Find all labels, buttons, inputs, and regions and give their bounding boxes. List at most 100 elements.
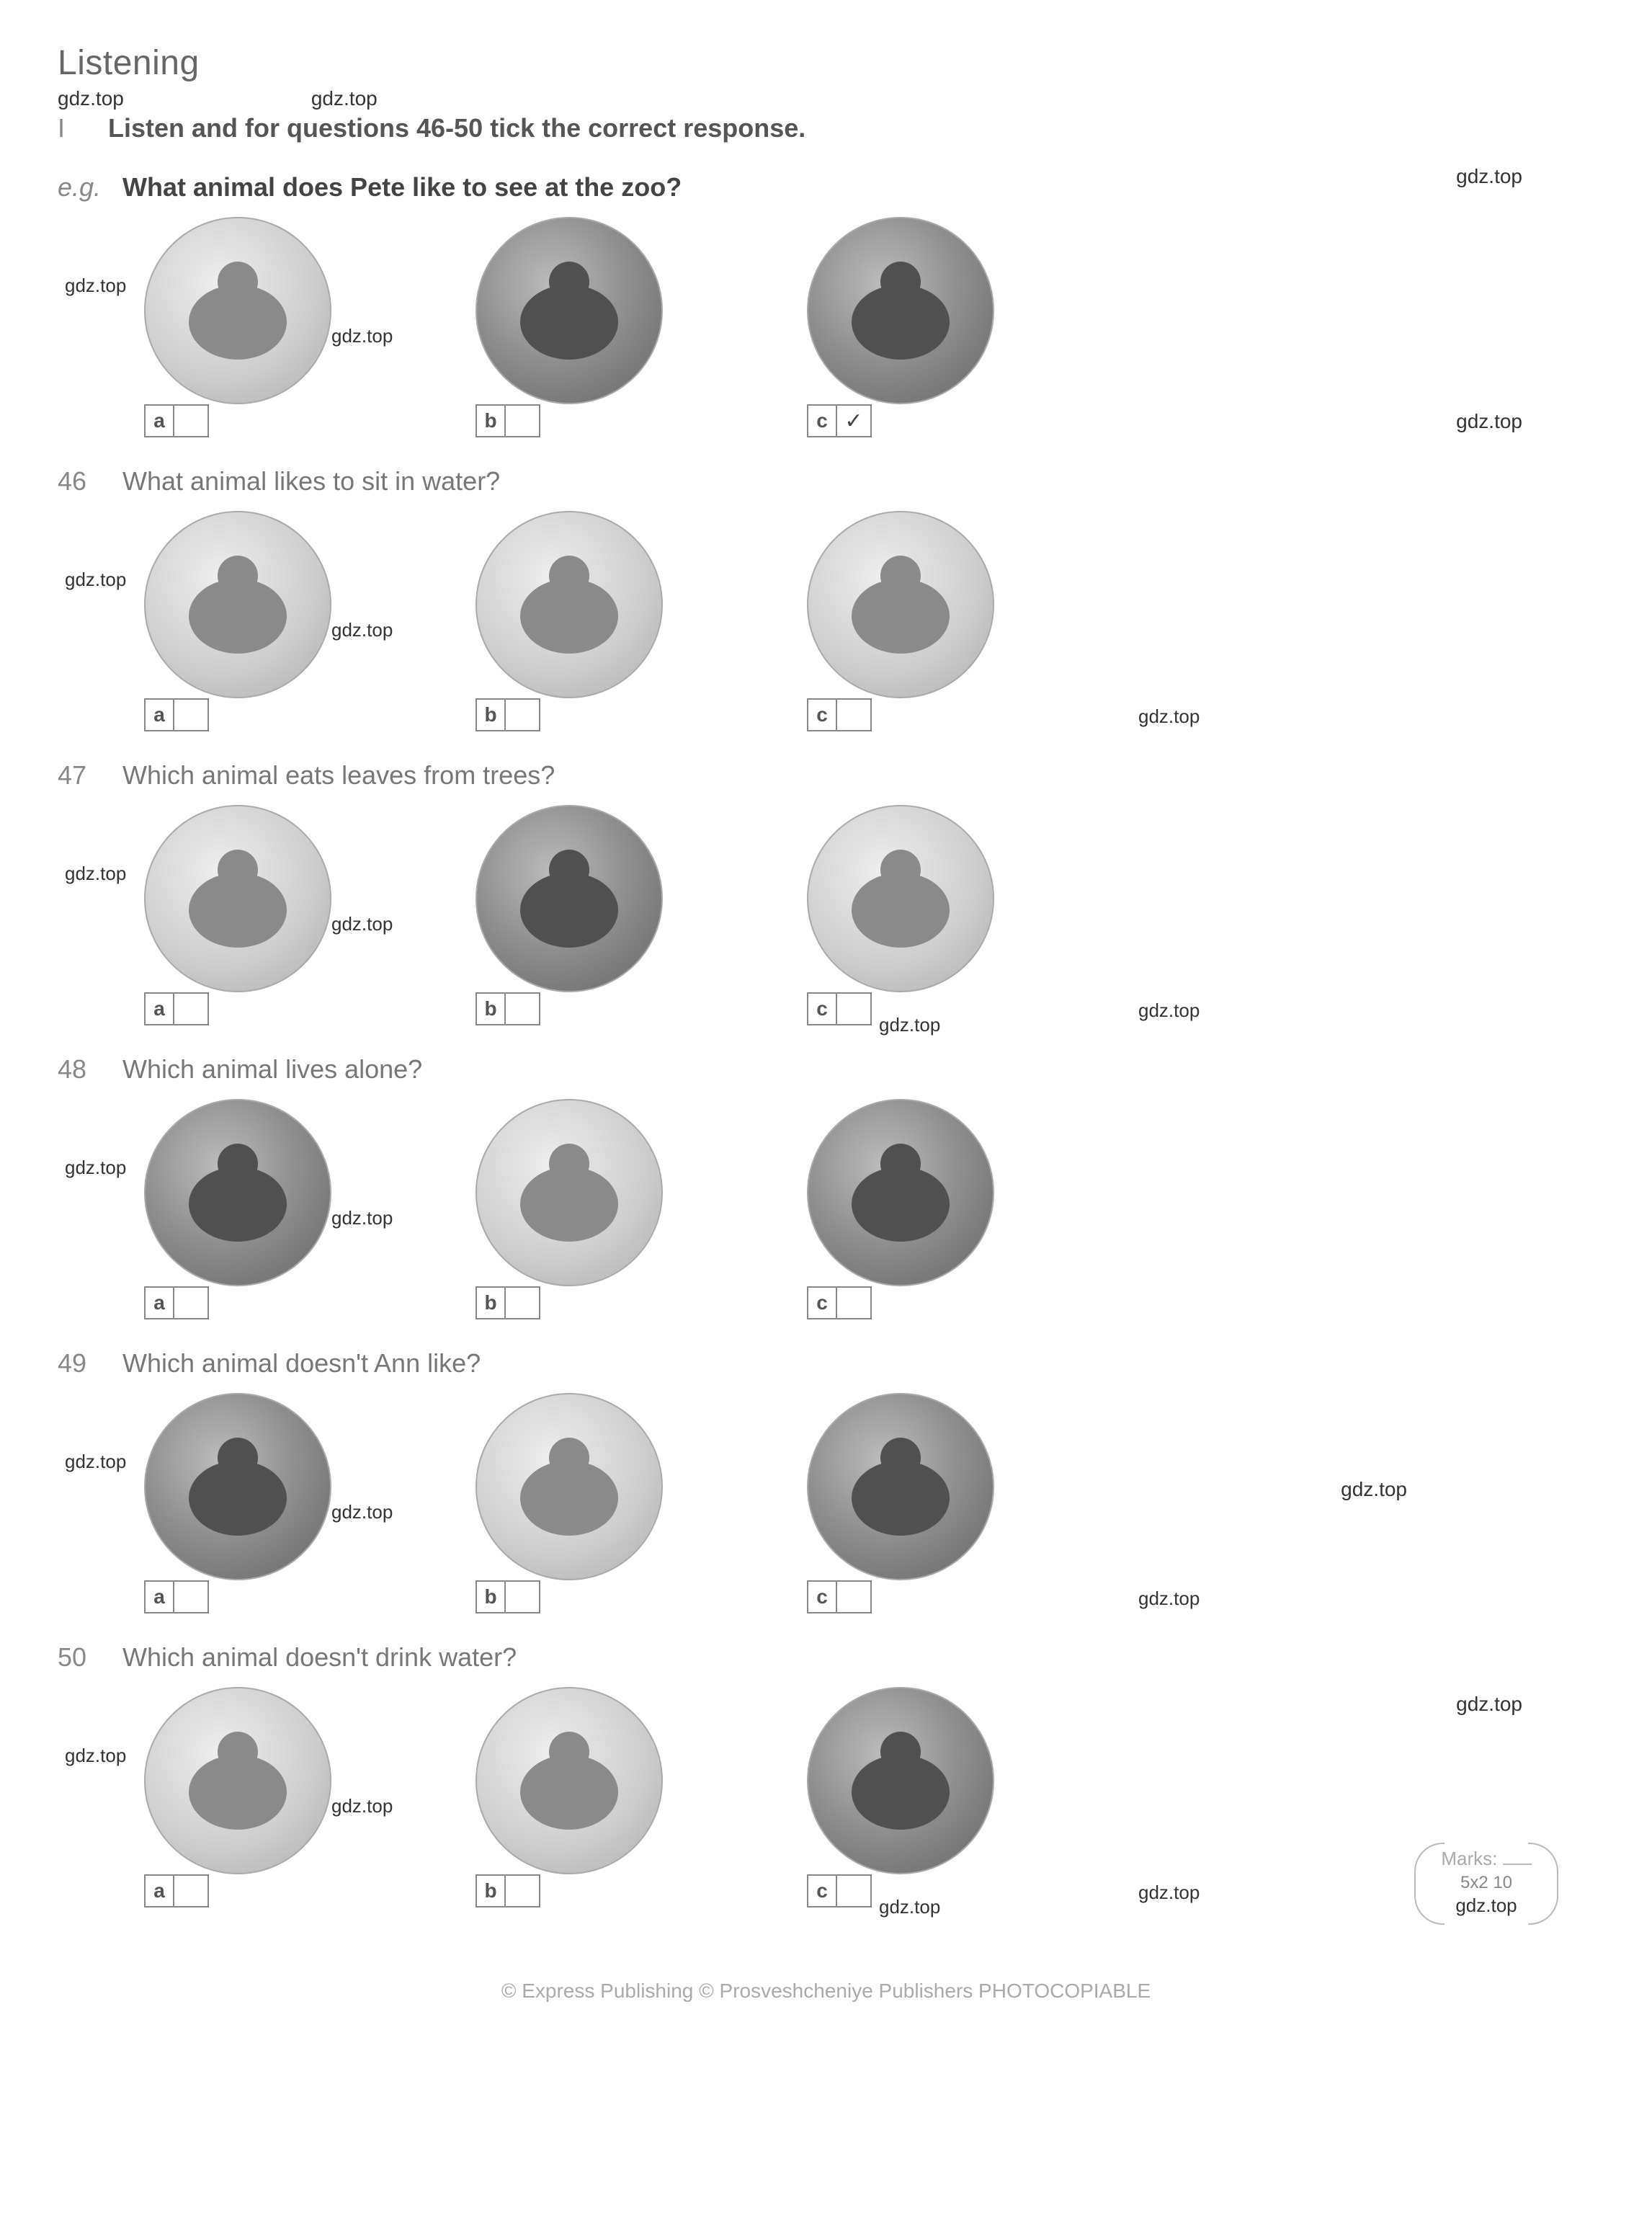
tick-box[interactable] xyxy=(837,1286,872,1319)
instruction-number: I xyxy=(58,113,86,143)
watermark: gdz.top xyxy=(331,1207,393,1229)
footer-copyright: © Express Publishing © Prosveshcheniye P… xyxy=(58,1980,1594,2003)
tick-box[interactable] xyxy=(506,992,540,1025)
option-letter: a xyxy=(144,1580,174,1613)
option-letter: c xyxy=(807,1580,837,1613)
animal-image-rhino xyxy=(144,805,331,992)
animal-image-tiger xyxy=(807,1393,994,1580)
tick-box[interactable] xyxy=(506,404,540,437)
option-letter: a xyxy=(144,992,174,1025)
option: c xyxy=(807,1687,994,1907)
tick-box[interactable] xyxy=(174,992,209,1025)
question-text: What animal does Pete like to see at the… xyxy=(122,172,682,202)
watermark: gdz.top xyxy=(65,1745,126,1767)
tick-box[interactable] xyxy=(837,992,872,1025)
question-text: What animal likes to sit in water? xyxy=(122,466,500,497)
watermark: gdz.top xyxy=(1138,1882,1200,1904)
animal-image-lion xyxy=(475,217,663,404)
tick-box[interactable] xyxy=(174,1286,209,1319)
tick-box[interactable] xyxy=(174,404,209,437)
watermark: gdz.top xyxy=(1456,1693,1522,1716)
option-letter: c xyxy=(807,404,837,437)
tick-box[interactable] xyxy=(837,698,872,731)
option-letter: b xyxy=(475,404,506,437)
option: c xyxy=(807,511,994,731)
option: a xyxy=(144,1099,331,1319)
question-block: 49 Which animal doesn't Ann like? gdz.top g… xyxy=(58,1348,1594,1613)
option: c xyxy=(807,1099,994,1319)
options-row: gdz.topgdz.topgdz.topgdz.topabc xyxy=(144,1099,1594,1319)
question-number: 50 xyxy=(58,1642,101,1673)
option: b xyxy=(475,1393,663,1613)
watermark: gdz.top xyxy=(65,1451,126,1473)
options-row: gdz.topgdz.topgdz.topgdz.topgdz.topgdz.t… xyxy=(144,805,1594,1025)
option: a xyxy=(144,805,331,1025)
animal-image-dog xyxy=(475,1687,663,1874)
option-letter: b xyxy=(475,1286,506,1319)
option-letter: a xyxy=(144,1874,174,1907)
option-letter: b xyxy=(475,1874,506,1907)
tick-box[interactable] xyxy=(506,1580,540,1613)
question-block: 46 What animal likes to sit in water? gdz.… xyxy=(58,466,1594,731)
animal-image-giraffe xyxy=(475,511,663,698)
animal-image-bear xyxy=(144,1393,331,1580)
option-letter: b xyxy=(475,992,506,1025)
tick-box[interactable] xyxy=(506,698,540,731)
option-letter: a xyxy=(144,404,174,437)
option: c xyxy=(807,1393,994,1613)
question-text: Which animal doesn't drink water? xyxy=(122,1642,517,1673)
watermark: gdz.top xyxy=(1138,705,1200,728)
tick-box[interactable] xyxy=(837,1874,872,1907)
watermark: gdz.top xyxy=(1341,1478,1407,1501)
question-text: Which animal eats leaves from trees? xyxy=(122,760,555,791)
option-letter: c xyxy=(807,1286,837,1319)
option: b xyxy=(475,805,663,1025)
watermark: gdz.top xyxy=(1138,1000,1200,1022)
watermark: gdz.top xyxy=(331,1795,393,1817)
question-block: gdz.top gdz.top e.g. What animal does Pete … xyxy=(58,172,1594,437)
animal-image-lion xyxy=(807,511,994,698)
watermark: gdz.top xyxy=(331,325,393,347)
tick-box[interactable] xyxy=(506,1874,540,1907)
option: b xyxy=(475,1687,663,1907)
tick-box[interactable] xyxy=(174,1874,209,1907)
watermark: gdz.top xyxy=(65,569,126,591)
option-letter: a xyxy=(144,1286,174,1319)
tick-box[interactable] xyxy=(837,1580,872,1613)
option: b xyxy=(475,511,663,731)
watermark: gdz.top xyxy=(58,87,124,110)
watermark: gdz.top xyxy=(65,275,126,297)
question-block: 48Which animal lives alone?gdz.topgdz.to… xyxy=(58,1054,1594,1319)
tick-box[interactable] xyxy=(506,1286,540,1319)
question-number: e.g. xyxy=(58,172,101,202)
option-letter: b xyxy=(475,1580,506,1613)
marks-box: Marks: 5x2 10gdz.top xyxy=(1421,1843,1551,1922)
option: b xyxy=(475,217,663,437)
question-number: 49 xyxy=(58,1348,101,1379)
watermark: gdz.top xyxy=(311,87,378,110)
animal-image-rhino xyxy=(475,1099,663,1286)
option: a xyxy=(144,217,331,437)
tick-box[interactable] xyxy=(174,1580,209,1613)
option: c xyxy=(807,805,994,1025)
option-letter: a xyxy=(144,698,174,731)
watermark: gdz.top xyxy=(1138,1588,1200,1610)
option-letter: b xyxy=(475,698,506,731)
tick-box[interactable] xyxy=(174,698,209,731)
option: c✓ xyxy=(807,217,994,437)
question-text: Which animal doesn't Ann like? xyxy=(122,1348,481,1379)
option-letter: c xyxy=(807,992,837,1025)
animal-image-deer xyxy=(475,805,663,992)
animal-image-koala xyxy=(807,1687,994,1874)
question-number: 46 xyxy=(58,466,101,497)
option: b xyxy=(475,1099,663,1319)
option: a xyxy=(144,1393,331,1613)
options-row: gdz.topgdz.topgdz.topgdz.topgdz.topabc xyxy=(144,1393,1594,1613)
tick-box[interactable]: ✓ xyxy=(837,404,872,437)
instruction-text: Listen and for questions 46-50 tick the … xyxy=(108,113,805,143)
question-number: 47 xyxy=(58,760,101,791)
option: a xyxy=(144,1687,331,1907)
options-row: gdz.topgdz.topgdz.topgdz.topabc✓ xyxy=(144,217,1594,437)
question-block: 50 Which animal doesn't drink water? gdz.t… xyxy=(58,1642,1594,1907)
watermark: gdz.top xyxy=(331,619,393,641)
